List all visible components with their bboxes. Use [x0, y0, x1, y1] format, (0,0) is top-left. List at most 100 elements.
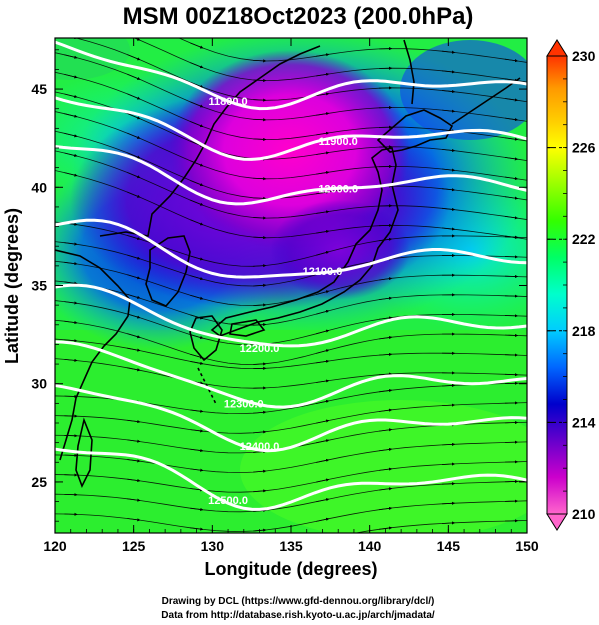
- x-tick-label: 145: [437, 538, 461, 554]
- streamline-arrow: [253, 469, 267, 473]
- colorbar-ticks: 210 214 218 222 226 230: [547, 48, 596, 522]
- height-contour-line: [55, 96, 527, 161]
- coastline-kurils: [451, 77, 521, 125]
- streamline-arrow: [127, 367, 141, 372]
- height-contour-line: [55, 40, 527, 111]
- colorbar-max-triangle: [546, 39, 568, 57]
- colorbar-tick-label: 230: [572, 48, 596, 64]
- streamline-arrow: [64, 358, 78, 362]
- streamline-arrow: [316, 229, 330, 234]
- credit-drawing: Drawing by DCL (https://www.gfd-dennou.o…: [162, 596, 435, 607]
- streamline-arrow: [379, 428, 393, 432]
- streamline-arrow: [504, 196, 519, 200]
- chart-title: MSM 00Z18Oct2023 (200.0hPa): [123, 3, 474, 30]
- streamline-arrow: [190, 507, 204, 512]
- streamline-arrow: [253, 216, 267, 220]
- streamline-arrow: [442, 383, 456, 388]
- streamline-arrow: [504, 157, 519, 161]
- streamline-arrow: [64, 152, 78, 157]
- coastline-korea: [145, 235, 191, 307]
- streamline-arrow: [127, 191, 141, 198]
- streamline-arrow: [442, 521, 456, 525]
- streamline-arrow: [64, 172, 78, 177]
- streamline-arrow: [127, 254, 141, 260]
- colorbar-tick-label: 222: [572, 231, 596, 247]
- streamline-arrow: [442, 501, 456, 505]
- streamline-arrow: [316, 349, 330, 354]
- x-tick-label: 150: [515, 538, 539, 554]
- streamline-arrow: [190, 81, 204, 88]
- streamline-arrow: [127, 93, 141, 100]
- coastline-honshu: [210, 147, 399, 337]
- streamline-arrow: [190, 62, 204, 69]
- streamline-arrow: [316, 131, 330, 136]
- streamline-arrow: [316, 359, 330, 364]
- streamline-arrow: [504, 98, 519, 102]
- height-contours: [55, 40, 527, 511]
- streamline-arrow: [316, 250, 330, 256]
- streamline-arrow: [64, 320, 78, 325]
- streamline-arrow: [190, 121, 204, 128]
- streamline-arrow: [64, 54, 78, 59]
- colorbar-tick-label: 226: [572, 140, 596, 156]
- streamline-arrow: [190, 361, 204, 365]
- streamline-arrow: [379, 277, 393, 281]
- streamline-arrow: [253, 118, 267, 122]
- streamline-arrow: [127, 419, 141, 424]
- streamline-arrow: [441, 89, 456, 94]
- colorbar-tick-label: 214: [572, 414, 596, 430]
- x-tick-label: 130: [201, 538, 225, 554]
- streamline-arrow: [441, 168, 456, 172]
- streamline-arrow: [127, 235, 141, 240]
- streamline-arrow: [442, 482, 456, 486]
- streamline-arrow: [504, 137, 519, 141]
- streamline-arrow: [504, 176, 519, 181]
- streamline-arrow: [190, 275, 204, 281]
- x-tick-label: 125: [122, 538, 146, 554]
- height-contour-label: 12300.0: [224, 398, 264, 410]
- streamline-arrow: [504, 58, 519, 63]
- streamline-arrow: [253, 430, 267, 434]
- height-contour-labels: 11800.0 11900.0 12000.0 12100.0 12200.0 12300…: [208, 96, 358, 507]
- height-contour-line: [55, 144, 527, 206]
- streamline-arrow: [316, 538, 329, 541]
- streamline-arrow: [127, 347, 141, 352]
- height-contour-label: 11800.0: [208, 96, 247, 108]
- streamline-arrow: [316, 458, 330, 463]
- streamline-arrow: [379, 372, 393, 376]
- streamline-arrow: [316, 419, 330, 424]
- streamline-arrow: [64, 339, 78, 343]
- coastline-taiwan: [75, 417, 93, 488]
- streamline-arrow: [253, 137, 267, 142]
- credit-data: Data from http://database.rish.kyoto-u.a…: [161, 610, 435, 621]
- streamline-arrow: [253, 283, 267, 287]
- streamline-arrow: [379, 467, 393, 471]
- streamline-arrow: [190, 527, 204, 531]
- streamline-arrow: [316, 171, 330, 175]
- streamline-arrow: [379, 526, 393, 530]
- streamline-arrow: [190, 429, 204, 433]
- streamline-arrow: [190, 448, 204, 453]
- streamline-arrow: [442, 403, 456, 407]
- streamline-arrow: [253, 78, 267, 83]
- streamline-arrow: [316, 329, 330, 335]
- streamline-arrow: [316, 439, 330, 444]
- streamline-arrow: [253, 196, 267, 200]
- y-tick-label: 25: [31, 474, 47, 490]
- streamline-arrow: [441, 50, 456, 54]
- streamline-arrow: [441, 227, 456, 231]
- field-blue-northeast: [400, 40, 527, 140]
- height-contour-line: [55, 383, 527, 453]
- height-contour-line: [55, 447, 527, 511]
- streamline-arrow: [379, 296, 393, 301]
- wind-streamlines: [55, 38, 527, 541]
- streamline-arrow: [316, 290, 330, 295]
- plot-area: 11800.0 11900.0 12000.0 12100.0 12200.0 12300…: [55, 38, 527, 541]
- x-tick-label: 120: [43, 538, 67, 554]
- streamline-arrow: [253, 236, 267, 240]
- streamline-arrow: [379, 408, 393, 412]
- streamline-arrow: [190, 180, 204, 187]
- streamline-arrow: [504, 215, 519, 220]
- streamline-arrow: [253, 362, 267, 366]
